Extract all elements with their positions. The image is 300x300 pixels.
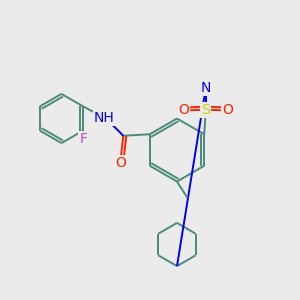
Text: O: O <box>116 156 126 170</box>
Text: NH: NH <box>94 111 115 125</box>
Text: F: F <box>80 132 87 146</box>
Text: O: O <box>223 103 233 117</box>
Text: O: O <box>178 103 189 117</box>
Text: N: N <box>201 81 211 95</box>
Text: S: S <box>201 103 210 117</box>
